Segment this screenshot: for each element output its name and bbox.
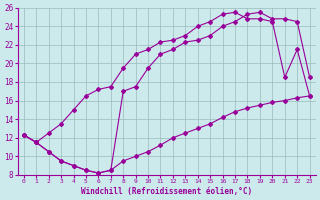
X-axis label: Windchill (Refroidissement éolien,°C): Windchill (Refroidissement éolien,°C) bbox=[81, 187, 252, 196]
